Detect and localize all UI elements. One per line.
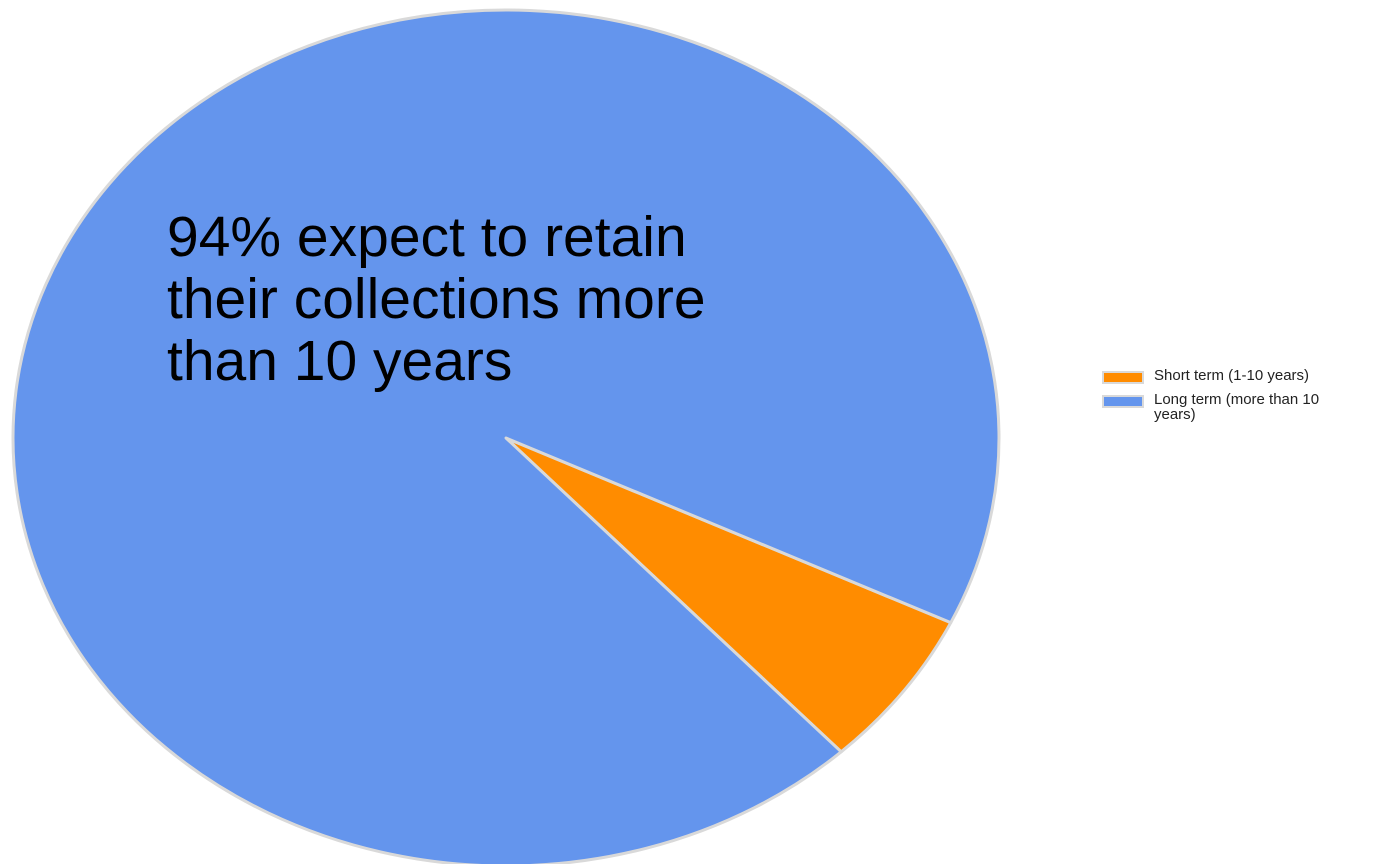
legend-label-long-term: Long term (more than 10 years) (1154, 391, 1320, 423)
legend-item-long-term: Long term (more than 10 years) (1102, 392, 1378, 422)
pie-slices (11, 8, 1001, 864)
legend-swatch-long-term (1102, 395, 1144, 408)
legend-label-short-term: Short term (1-10 years) (1154, 367, 1310, 384)
legend-item-short-term: Short term (1-10 years) (1102, 368, 1378, 384)
legend: Short term (1-10 years) Long term (more … (1102, 368, 1378, 430)
pie-slice-long-term (11, 8, 1001, 864)
pie-slice-short-term (504, 436, 953, 754)
chart-annotation: 94% expect to retain their collections m… (167, 205, 706, 393)
legend-swatch-short-term (1102, 371, 1144, 384)
